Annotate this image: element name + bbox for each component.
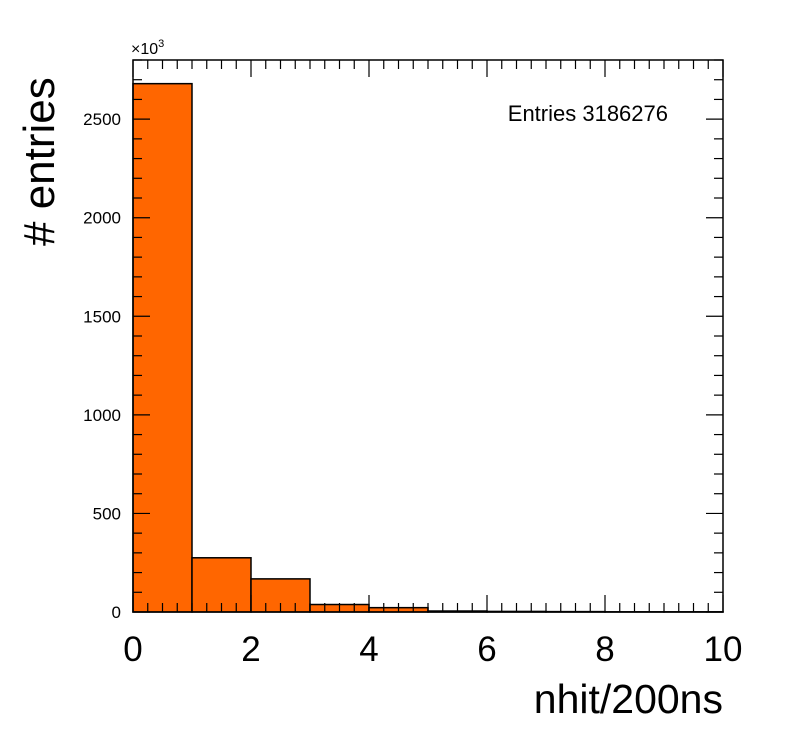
y-tick-label: 1500 (83, 307, 121, 326)
x-tick-label: 8 (595, 630, 614, 669)
y-tick-label: 2000 (83, 209, 121, 228)
y-tick-label: 0 (112, 603, 121, 622)
x-tick-label: 4 (359, 630, 378, 669)
x-tick-label: 0 (123, 630, 142, 669)
y-tick-label: 2500 (83, 110, 121, 129)
x-tick-label: 10 (704, 630, 743, 669)
y-axis-title: # entries (15, 77, 64, 246)
y-multiplier-label: ×103 (131, 38, 164, 58)
y-tick-label: 500 (93, 504, 121, 523)
tick-labels: 0 2 4 6 8 10 0 500 1000 1500 2000 2500 (83, 110, 742, 669)
x-axis-title: nhit/200ns (534, 676, 723, 722)
x-tick-label: 6 (477, 630, 496, 669)
axis-ticks (132, 59, 724, 613)
histogram-bar (191, 557, 252, 613)
x-tick-label: 2 (241, 630, 260, 669)
histogram-bar (132, 82, 193, 613)
entries-stat: Entries 3186276 (508, 101, 668, 126)
y-tick-label: 1000 (83, 406, 121, 425)
